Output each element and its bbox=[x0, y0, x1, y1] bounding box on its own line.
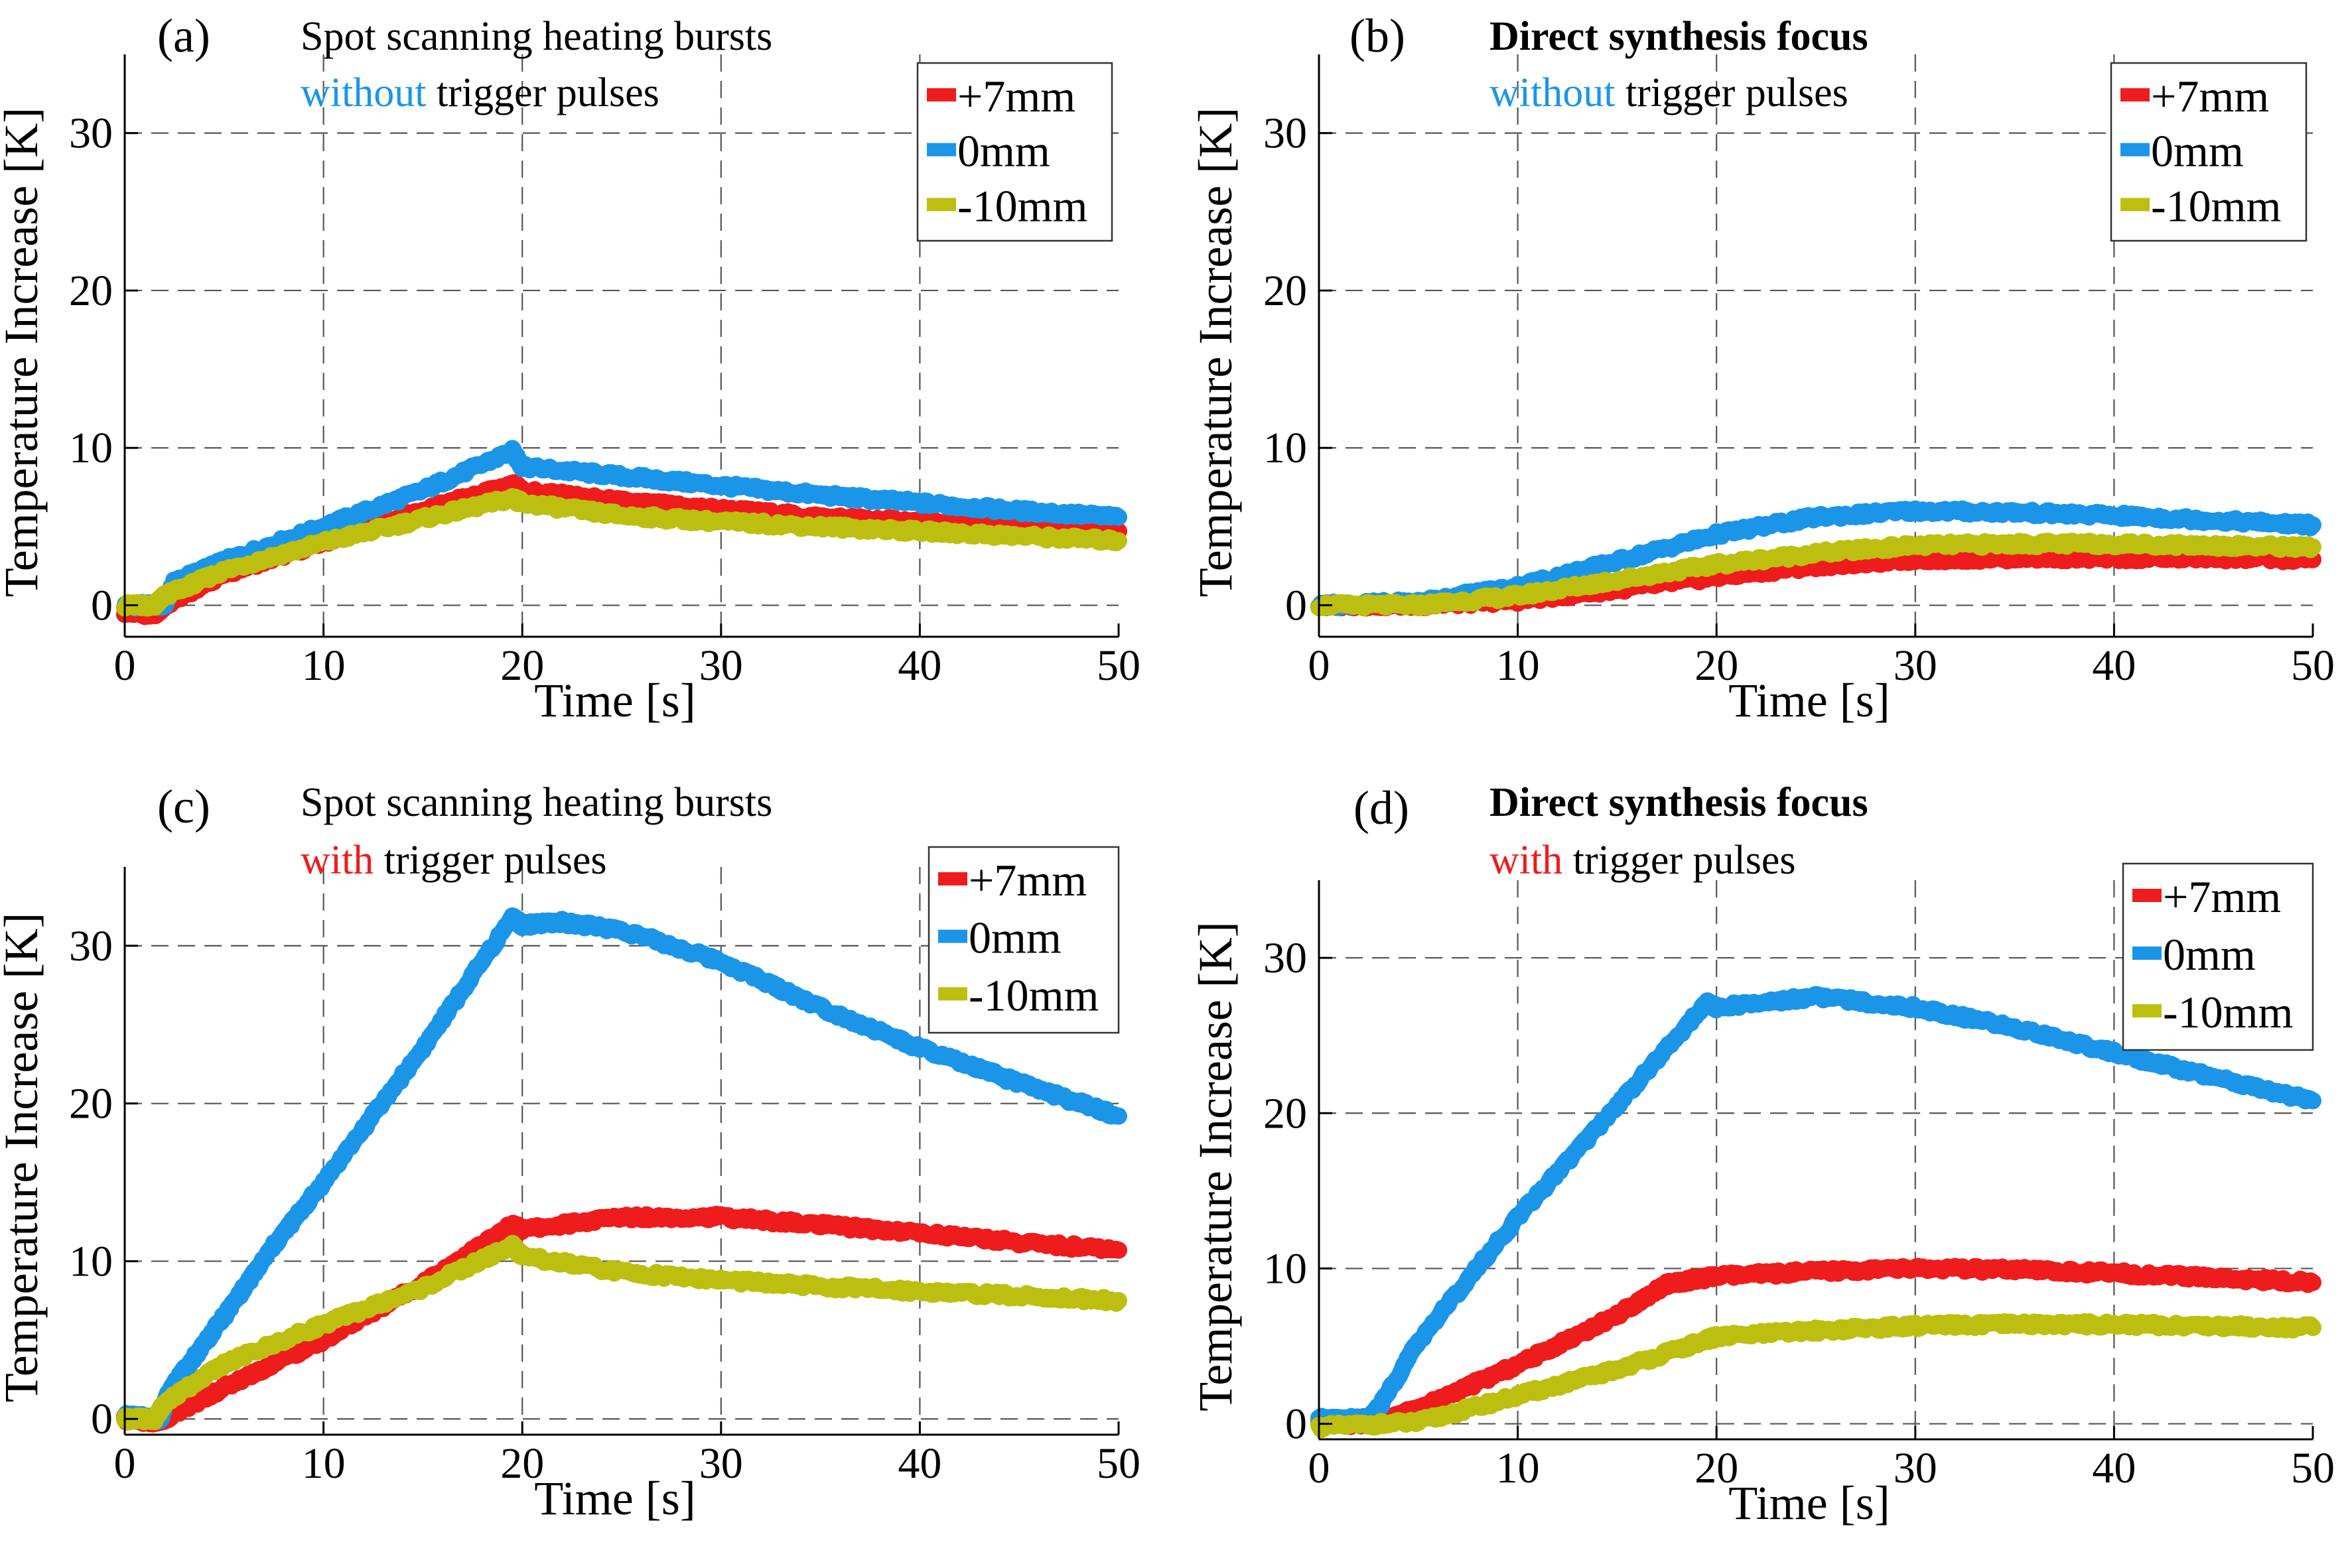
legend: +7mm 0mm -10mm bbox=[2122, 862, 2314, 1051]
subtitle-highlight: with bbox=[301, 838, 374, 883]
x-axis-label: Time [s] bbox=[534, 674, 695, 727]
y-axis-label: Temperature Increase [K] bbox=[1189, 921, 1242, 1411]
y-tick-label: 10 bbox=[69, 424, 113, 472]
x-axis-label: Time [s] bbox=[1728, 674, 1890, 727]
legend-label: -10mm bbox=[969, 970, 1099, 1020]
x-tick-label: 0 bbox=[1308, 1444, 1330, 1492]
x-tick-label: 0 bbox=[114, 641, 136, 690]
panel-subtitle: with trigger pulses bbox=[1489, 838, 1796, 883]
panel-label: (c) bbox=[157, 780, 210, 833]
panel-label: (b) bbox=[1349, 9, 1405, 62]
panel-label: (d) bbox=[1353, 781, 1409, 834]
x-tick-label: 0 bbox=[114, 1439, 136, 1488]
x-tick-label: 30 bbox=[1894, 641, 1937, 690]
y-tick-label: 30 bbox=[1263, 934, 1307, 982]
y-tick-label: 0 bbox=[91, 582, 113, 630]
x-tick-label: 0 bbox=[1308, 641, 1330, 690]
y-tick-label: 10 bbox=[1263, 1244, 1307, 1293]
y-tick-label: 30 bbox=[1263, 109, 1307, 158]
legend-label: 0mm bbox=[969, 913, 1062, 963]
x-tick-label: 10 bbox=[302, 1439, 346, 1488]
x-tick-label: 20 bbox=[500, 641, 544, 690]
x-tick-label: 10 bbox=[1496, 1444, 1540, 1492]
series-line bbox=[1310, 1313, 2321, 1439]
series-line bbox=[1310, 986, 2321, 1431]
panel-title: Direct synthesis focus bbox=[1489, 780, 1868, 825]
y-tick-label: 20 bbox=[1263, 267, 1307, 315]
y-tick-label: 30 bbox=[69, 922, 113, 970]
legend-label: +7mm bbox=[969, 855, 1087, 905]
y-tick-label: 0 bbox=[1285, 582, 1307, 630]
x-tick-label: 40 bbox=[898, 1439, 941, 1488]
x-tick-label: 30 bbox=[699, 641, 743, 690]
subtitle-highlight: without bbox=[301, 70, 426, 115]
legend-label: -10mm bbox=[957, 180, 1087, 231]
legend-label: +7mm bbox=[2163, 872, 2281, 922]
x-tick-label: 40 bbox=[2092, 1444, 2136, 1492]
subtitle-highlight: without bbox=[1489, 70, 1615, 115]
x-axis-label: Time [s] bbox=[534, 1472, 695, 1525]
legend-label: -10mm bbox=[2163, 987, 2293, 1037]
x-tick-label: 20 bbox=[1694, 641, 1738, 690]
series-line bbox=[116, 488, 1127, 617]
x-tick-label: 30 bbox=[1894, 1444, 1937, 1492]
y-tick-label: 10 bbox=[1263, 424, 1307, 472]
series-line bbox=[116, 1234, 1127, 1431]
subtitle-rest: trigger pulses bbox=[426, 70, 659, 115]
y-tick-label: 20 bbox=[69, 267, 113, 315]
panel-subtitle: with trigger pulses bbox=[301, 838, 607, 883]
x-tick-label: 40 bbox=[2092, 641, 2136, 690]
panel-label: (a) bbox=[157, 9, 210, 62]
x-tick-label: 10 bbox=[1496, 641, 1540, 690]
legend: +7mm 0mm -10mm bbox=[928, 846, 1120, 1034]
panel-title: Spot scanning heating bursts bbox=[301, 780, 772, 825]
legend-label: -10mm bbox=[2151, 180, 2281, 231]
series-line bbox=[116, 907, 1127, 1430]
x-tick-label: 50 bbox=[2291, 641, 2335, 690]
legend-label: +7mm bbox=[2151, 71, 2269, 121]
subtitle-highlight: with bbox=[1489, 838, 1562, 883]
subtitle-rest: trigger pulses bbox=[374, 838, 606, 883]
legend-label: 0mm bbox=[2151, 126, 2244, 176]
panel-subtitle: without trigger pulses bbox=[1489, 70, 1848, 115]
legend-label: +7mm bbox=[957, 71, 1075, 121]
series-line bbox=[1310, 533, 2321, 617]
legend-label: 0mm bbox=[957, 126, 1050, 176]
x-tick-label: 20 bbox=[500, 1439, 544, 1488]
y-tick-label: 0 bbox=[1285, 1400, 1307, 1449]
x-axis-label: Time [s] bbox=[1728, 1476, 1890, 1530]
x-tick-label: 50 bbox=[2291, 1444, 2335, 1492]
x-tick-label: 30 bbox=[699, 1439, 743, 1488]
panel-subtitle: without trigger pulses bbox=[301, 70, 659, 115]
x-tick-label: 40 bbox=[898, 641, 941, 690]
panel-title: Spot scanning heating bursts bbox=[301, 14, 772, 59]
y-tick-label: 10 bbox=[69, 1237, 113, 1285]
y-tick-label: 20 bbox=[1263, 1089, 1307, 1138]
subtitle-rest: trigger pulses bbox=[1562, 838, 1795, 883]
panel-title: Direct synthesis focus bbox=[1489, 14, 1868, 59]
y-axis-label: Temperature Increase [K] bbox=[1189, 107, 1242, 598]
subtitle-rest: trigger pulses bbox=[1615, 70, 1848, 115]
y-tick-label: 0 bbox=[91, 1395, 113, 1443]
x-tick-label: 10 bbox=[302, 641, 346, 690]
legend-label: 0mm bbox=[2163, 929, 2256, 980]
series-line bbox=[116, 1205, 1127, 1433]
x-tick-label: 50 bbox=[1097, 1439, 1140, 1488]
series-line bbox=[1310, 1258, 2321, 1435]
x-tick-label: 20 bbox=[1694, 1444, 1738, 1492]
y-axis-label: Temperature Increase [K] bbox=[0, 913, 48, 1403]
y-axis-label: Temperature Increase [K] bbox=[0, 107, 48, 598]
x-tick-label: 50 bbox=[1097, 641, 1140, 690]
y-tick-label: 20 bbox=[69, 1080, 113, 1128]
y-tick-label: 30 bbox=[69, 109, 113, 158]
